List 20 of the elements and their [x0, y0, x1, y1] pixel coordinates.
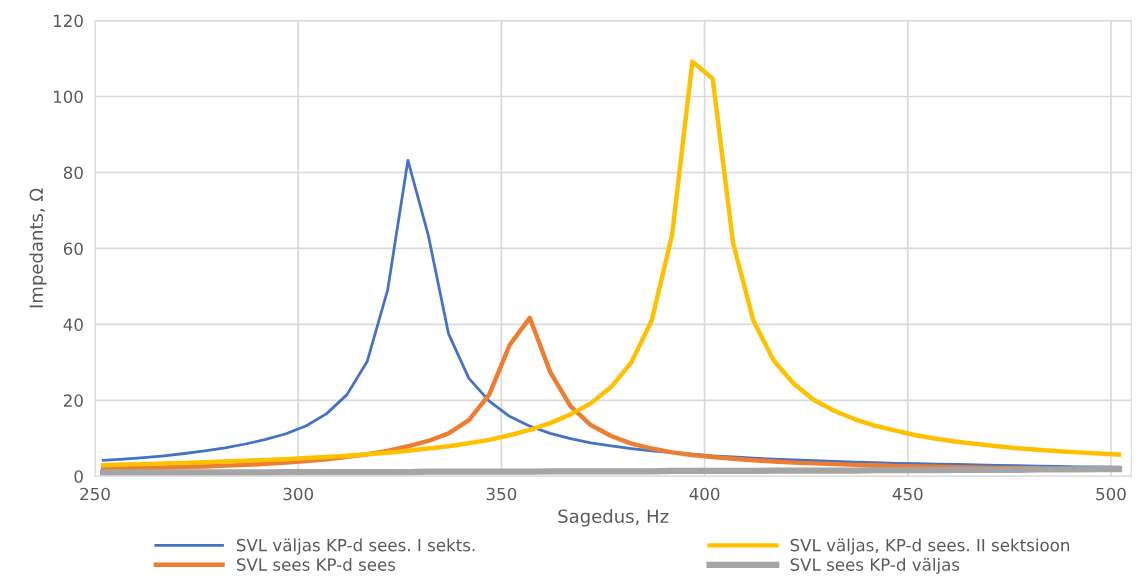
- y-axis-title: Impedants, Ω: [29, 188, 47, 308]
- legend-label: SVL sees KP-d väljas: [790, 557, 960, 575]
- legend-label: SVL väljas KP-d sees. I sekts.: [236, 538, 475, 555]
- y-tick-label: 100: [53, 90, 83, 104]
- y-tick-label: 60: [63, 242, 83, 255]
- y-tick-label: 40: [63, 318, 83, 331]
- y-tick-label: 20: [63, 394, 83, 407]
- x-tick-label: 300: [283, 487, 314, 501]
- x-tick-label: 350: [486, 487, 517, 501]
- x-tick-label: 450: [892, 487, 923, 501]
- line-series: [100, 59, 1122, 468]
- y-tick-label: 80: [63, 166, 83, 180]
- y-tick-label: 0: [74, 470, 83, 483]
- x-tick-label: 250: [80, 487, 110, 501]
- x-axis-title: Sagedus, Hz: [558, 509, 669, 527]
- y-tick-label: 120: [53, 14, 83, 28]
- x-tick-label: 500: [1096, 487, 1126, 501]
- x-tick-label: 400: [689, 487, 720, 501]
- legend-label: SVL sees KP-d sees: [236, 557, 396, 571]
- legend-label: SVL väljas, KP-d sees. II sektsioon: [790, 538, 1070, 555]
